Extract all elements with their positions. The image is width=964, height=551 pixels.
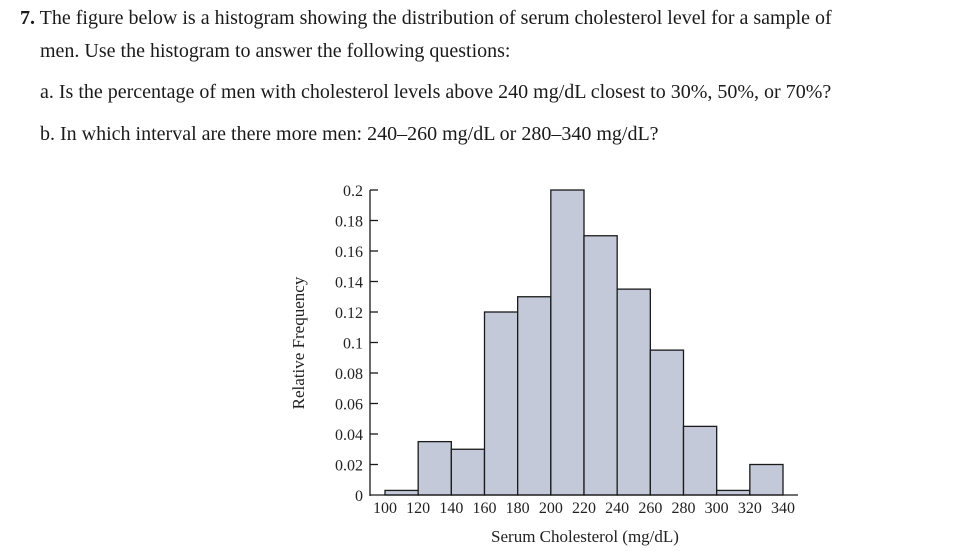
y-axis-title: Relative Frequency <box>289 276 308 409</box>
x-tick-label: 220 <box>572 500 596 517</box>
histogram-bar-280-300 <box>682 425 718 496</box>
histogram-bar-220-240 <box>583 235 618 496</box>
question-number: 7. <box>20 7 35 29</box>
x-tick-label: 280 <box>672 500 696 517</box>
y-tick-label: 0.16 <box>335 244 363 261</box>
y-tick-label: 0.12 <box>335 305 363 322</box>
y-tick-label: 0.04 <box>335 427 363 444</box>
histogram-bars <box>384 189 784 496</box>
x-tick-label: 100 <box>373 500 397 517</box>
x-tick-label: 240 <box>605 500 629 517</box>
question-intro: The figure below is a histogram showing … <box>39 7 832 29</box>
x-tick-label: 180 <box>506 500 530 517</box>
x-tick-label: 300 <box>705 500 729 517</box>
histogram-bar-100-120 <box>384 489 419 496</box>
y-tick-label: 0 <box>355 488 363 505</box>
histogram-bar-300-320 <box>716 489 751 496</box>
question-text: 7. The figure below is a histogram showi… <box>20 2 960 68</box>
y-tick-label: 0.02 <box>335 458 363 475</box>
histogram-bar-120-140 <box>417 440 452 496</box>
histogram-bar-160-180 <box>483 311 519 496</box>
x-tick-label: 260 <box>638 500 662 517</box>
y-tick-label: 0.1 <box>343 336 363 353</box>
histogram-bar-180-200 <box>517 296 552 496</box>
y-tick-label: 0.08 <box>335 366 363 383</box>
x-tick-label: 200 <box>539 500 563 517</box>
question-part-b: b. In which interval are there more men:… <box>40 123 659 145</box>
x-axis-title: Serum Cholesterol (mg/dL) <box>491 527 679 546</box>
y-tick-label: 0.14 <box>335 275 363 292</box>
question-line-1: 7. The figure below is a histogram showi… <box>20 2 960 35</box>
y-axis: 0 0.02 0.04 0.06 0.08 0.1 0.12 0.14 0.16 0.18 0.2 <box>335 183 378 505</box>
histogram-bar-140-160 <box>450 448 486 496</box>
x-tick-label: 120 <box>406 500 430 517</box>
y-tick-label: 0.06 <box>335 397 363 414</box>
histogram-bar-200-220 <box>550 189 585 496</box>
question-part-a: a. Is the percentage of men with cholest… <box>40 81 832 103</box>
x-tick-label: 340 <box>771 500 795 517</box>
y-tick-label: 0.18 <box>335 214 363 231</box>
x-tick-label: 160 <box>473 500 497 517</box>
x-tick-label: 140 <box>439 500 463 517</box>
histogram-bar-240-260 <box>616 288 651 496</box>
x-axis: 100 120 140 160 180 200 220 240 260 280 300 320 340 <box>370 494 798 517</box>
histogram-bar-320-340 <box>749 463 784 496</box>
x-tick-label: 320 <box>738 500 762 517</box>
y-tick-label: 0.2 <box>343 183 363 200</box>
question-line-2: men. Use the histogram to answer the fol… <box>40 40 511 62</box>
histogram-bar-260-280 <box>649 349 685 496</box>
